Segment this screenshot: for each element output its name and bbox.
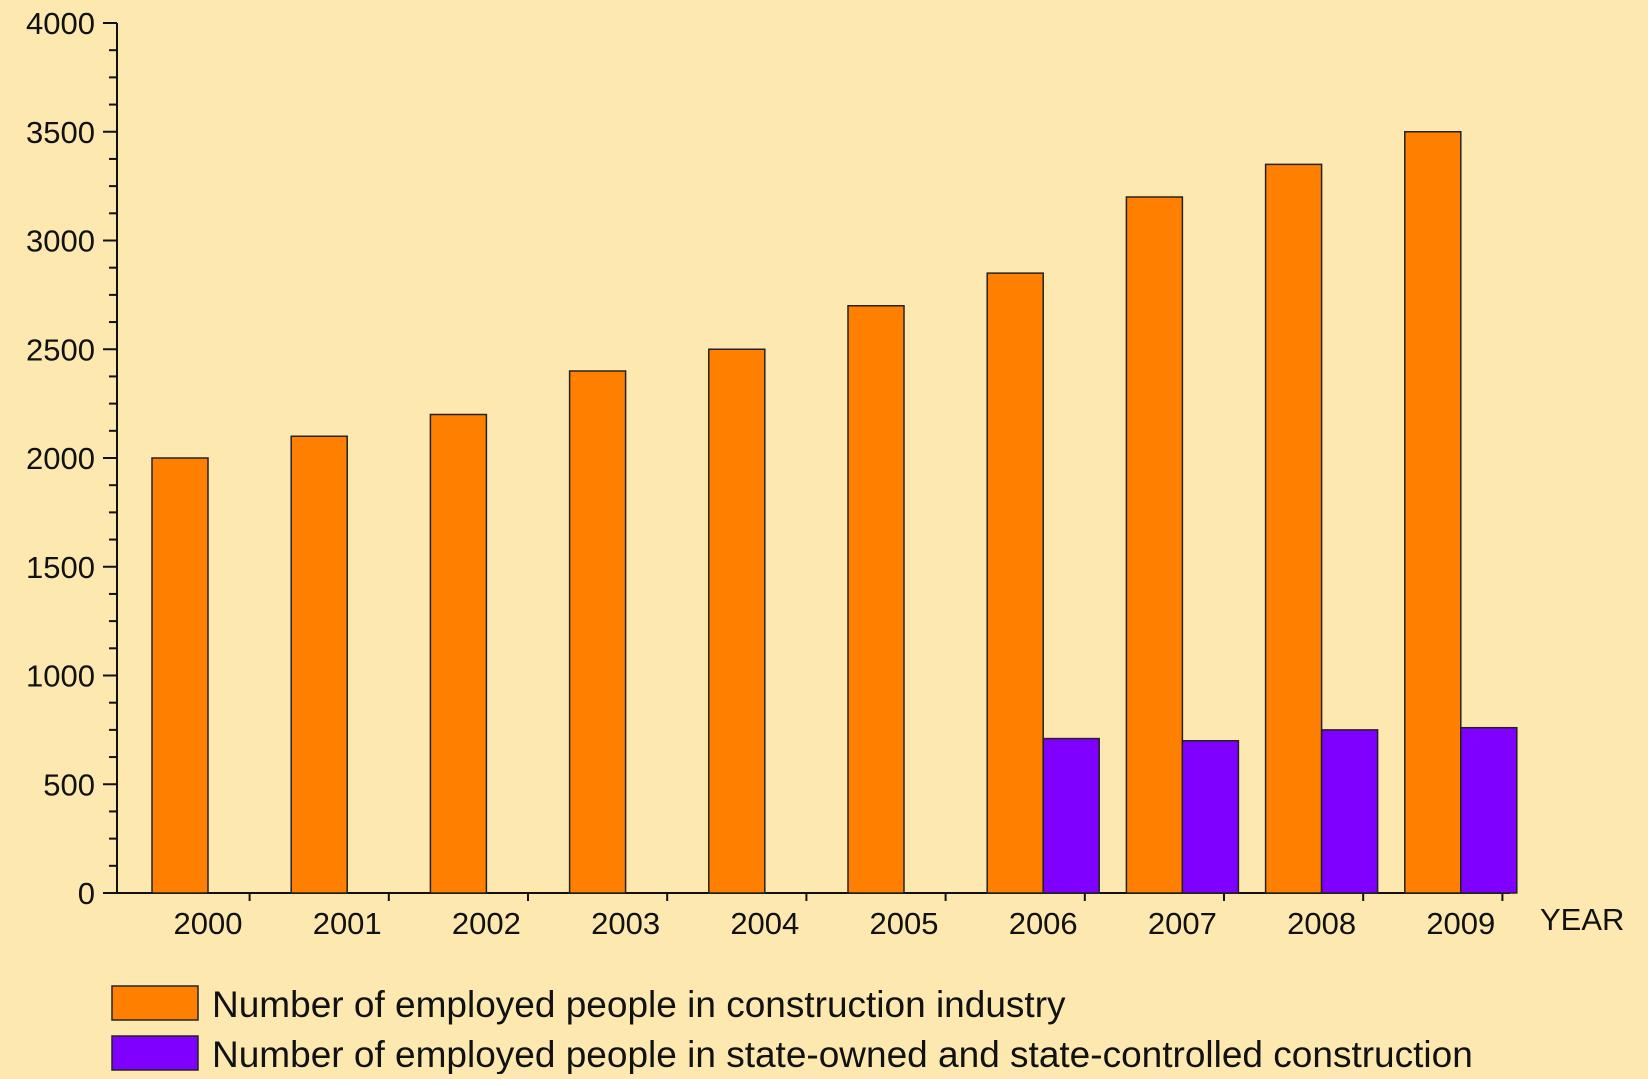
y-tick-label: 500 [43,767,95,802]
x-tick-label: 2000 [174,906,243,941]
x-tick-label: 2003 [591,906,660,941]
y-tick-label: 2500 [26,332,95,367]
y-tick-label: 4000 [26,6,95,41]
bar-series-1 [290,435,348,894]
x-tick-label: 2008 [1287,906,1356,941]
bar-series-1 [568,370,627,894]
bar-series-2 [1320,729,1379,894]
x-tick-label: 2004 [730,906,799,941]
bar-series-1 [986,272,1044,894]
y-tick-label: 3000 [26,224,95,259]
bar-series-1 [1264,163,1323,894]
legend: Number of employed people in constructio… [111,984,1473,1075]
bar-series-2 [1181,740,1240,894]
bar-series-2 [1042,737,1100,894]
x-tick-label: 2001 [313,906,382,941]
y-tick-label: 2000 [26,441,95,476]
bar-series-1 [429,413,488,894]
tick-labels: 0 500 1000 1500 2000 2500 3000 3500 4000 2000 2001… [26,6,1495,941]
legend-label: Number of employed people in state-owned… [212,1034,1473,1074]
bar-series-1 [151,457,209,894]
legend-label: Number of employed people in constructio… [212,984,1066,1025]
bar-series-1 [1404,131,1462,894]
legend-swatch [111,985,199,1021]
x-tick-label: 2007 [1148,906,1217,941]
x-axis-title: YEAR [1540,902,1624,937]
y-tick-label: 1500 [26,550,95,585]
x-tick-label: 2006 [1009,906,1078,941]
y-tick-label: 0 [78,876,95,911]
y-tick-label: 3500 [26,115,95,150]
bar-series-2 [1460,726,1518,894]
bar-series-1 [1125,196,1184,894]
bars [151,131,1518,894]
bar-series-1 [847,305,905,894]
y-tick-label: 1000 [26,659,95,694]
legend-swatch [111,1035,199,1071]
x-tick-label: 2005 [870,906,939,941]
x-tick-label: 2002 [452,906,521,941]
bar-series-1 [708,348,766,894]
x-tick-label: 2009 [1426,906,1495,941]
